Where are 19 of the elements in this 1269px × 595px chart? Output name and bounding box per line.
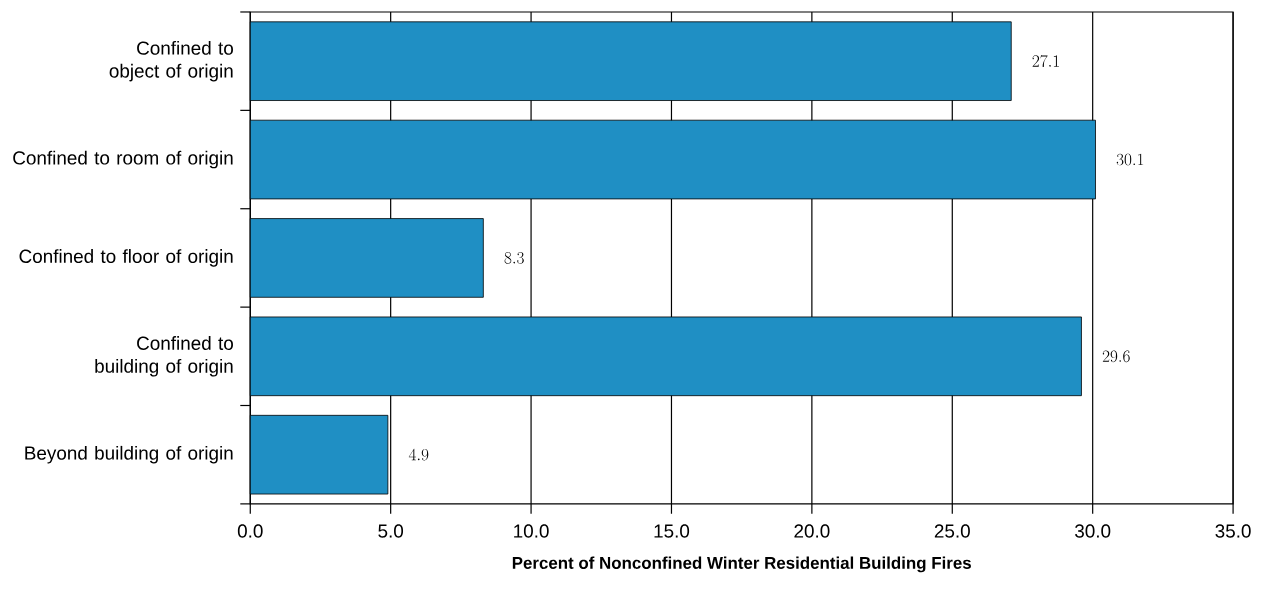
- x-tick-label: 25.0: [934, 524, 970, 538]
- x-tick-label: 5.0: [378, 524, 404, 538]
- data-label: 30. 1: [1116, 153, 1144, 166]
- x-tick-label: 35.0: [1215, 524, 1251, 538]
- data-label: 29.6: [1102, 350, 1130, 363]
- y-tick-label: Confined to building of origin: [95, 336, 233, 377]
- x-tick-label: 10.0: [514, 524, 549, 538]
- x-tick-label: 0.0: [237, 524, 263, 538]
- data-label: 8.3: [504, 252, 524, 264]
- y-tick-label: Confined to object of origin: [109, 41, 233, 82]
- x-axis-title: Percent of Nonconfined Winter Residential Building Fires: [512, 556, 971, 573]
- x-tick-label: 30.0: [1075, 524, 1111, 538]
- data-label: 4.9: [408, 448, 429, 461]
- y-tick-label: Beyond building of origin: [25, 446, 233, 464]
- y-tick-label: Confined to room of origin: [13, 150, 233, 169]
- data-label: 27. 1: [1032, 55, 1059, 68]
- y-tick-label: Confined to floor of origin: [19, 249, 233, 267]
- x-tick-label: 15.0: [654, 524, 690, 538]
- x-tick-label: 20.0: [794, 524, 830, 538]
